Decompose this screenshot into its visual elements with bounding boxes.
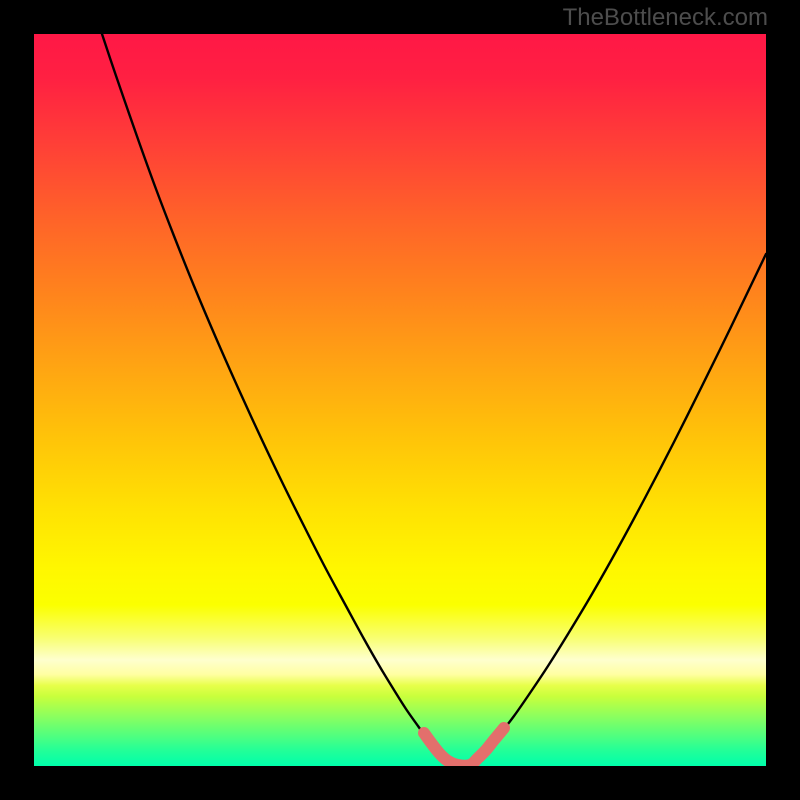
chart-plot-area — [34, 34, 766, 766]
watermark-text: TheBottleneck.com — [563, 4, 768, 32]
chart-svg — [34, 34, 766, 766]
chart-outer-frame: TheBottleneck.com — [0, 0, 800, 800]
chart-background-gradient — [34, 34, 766, 766]
